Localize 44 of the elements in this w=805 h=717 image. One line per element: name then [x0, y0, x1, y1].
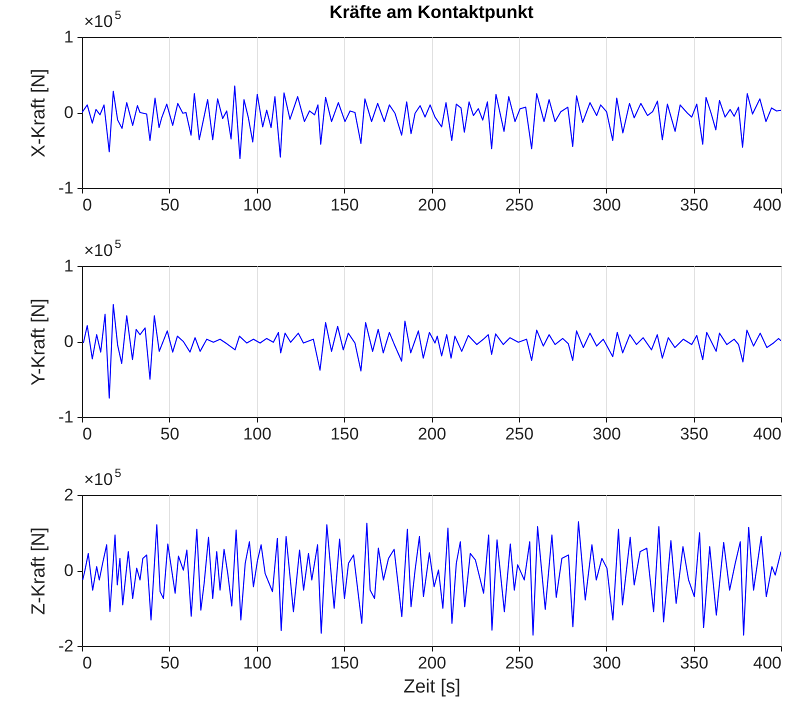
y-tick-label: 2 — [64, 486, 74, 504]
x-tick-label: 400 — [753, 424, 782, 444]
x-tick-label: 200 — [418, 654, 446, 672]
x-tick-label: 150 — [330, 196, 359, 214]
y-axis-title: X-Kraft [N] — [28, 68, 50, 158]
y-tick-label: 1 — [64, 28, 74, 46]
x-tick-label: 200 — [418, 424, 446, 444]
y-tick-label: -1 — [58, 178, 74, 198]
x-axis-title: Zeit [s] — [403, 676, 461, 698]
x-tick-label: 300 — [592, 654, 621, 672]
x-tick-label: 150 — [330, 654, 359, 672]
x-tick-label: 100 — [243, 424, 272, 444]
x-tick-label: 400 — [753, 196, 782, 214]
x-tick-label: 50 — [160, 424, 180, 444]
x-tick-label: 50 — [160, 654, 180, 672]
x-tick-label: 100 — [243, 654, 272, 672]
y-tick-label: -2 — [58, 636, 74, 656]
x-tick-label: 250 — [505, 654, 534, 672]
line-series — [82, 521, 781, 636]
y-tick-label: 0 — [64, 103, 74, 122]
chart-title: Kräfte am Kontaktpunkt — [329, 2, 534, 22]
x-tick-label: 0 — [82, 424, 92, 444]
x-tick-label: 300 — [592, 424, 621, 444]
line-series — [82, 86, 781, 160]
x-tick-label: 250 — [505, 424, 534, 444]
x-tick-label: 50 — [160, 196, 180, 214]
y-axis-title: Z-Kraft [N] — [28, 527, 50, 615]
y-tick-label: 0 — [64, 561, 74, 580]
x-tick-label: 300 — [592, 196, 621, 214]
x-tick-label: 350 — [680, 196, 708, 214]
y-tick-label: -1 — [58, 408, 74, 426]
x-tick-label: 350 — [680, 424, 708, 444]
x-tick-label: 350 — [680, 654, 708, 672]
x-tick-label: 400 — [753, 654, 782, 672]
x-tick-label: 200 — [418, 196, 446, 214]
x-tick-label: 150 — [330, 424, 359, 444]
x-tick-label: 0 — [82, 654, 92, 672]
x-tick-label: 100 — [243, 196, 272, 214]
y-axis-title: Y-Kraft [N] — [28, 298, 50, 386]
y-tick-label: 1 — [64, 256, 74, 276]
y-tick-label: 0 — [64, 332, 74, 351]
x-tick-label: 0 — [82, 196, 92, 214]
x-tick-label: 250 — [505, 196, 534, 214]
line-series — [82, 304, 781, 399]
